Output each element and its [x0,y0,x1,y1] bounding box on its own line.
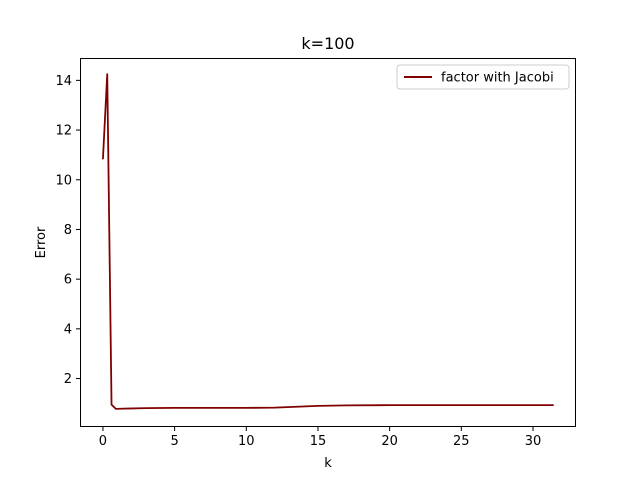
plot-area [80,58,576,427]
x-tick-label: 25 [453,434,470,449]
series-layer [102,73,554,410]
y-axis-label: Error [34,226,49,258]
legend-entry-label: factor with Jacobi [441,71,554,86]
y-axis-ticks: 2 4 6 8 10 12 14 [55,74,80,387]
y-tick-label: 2 [64,372,72,387]
x-axis-label: k [324,456,332,471]
series-line [102,73,554,410]
y-tick-label: 10 [55,173,72,188]
x-tick-label: 0 [99,434,107,449]
x-tick-label: 5 [170,434,178,449]
plot-frame [80,58,576,427]
y-tick-label: 4 [64,322,72,337]
y-tick-label: 12 [55,124,72,139]
y-tick-label: 8 [64,223,72,238]
x-axis-ticks: 0 5 10 15 20 25 30 [99,427,541,449]
y-tick-label: 14 [55,74,72,89]
legend-box [396,64,570,90]
x-tick-label: 10 [238,434,255,449]
x-tick-label: 15 [310,434,327,449]
y-tick-label: 6 [64,273,72,288]
chart-title: k=100 [301,34,354,53]
legend: factor with Jacobi [396,64,570,90]
x-tick-label: 30 [525,434,542,449]
x-tick-label: 20 [381,434,398,449]
